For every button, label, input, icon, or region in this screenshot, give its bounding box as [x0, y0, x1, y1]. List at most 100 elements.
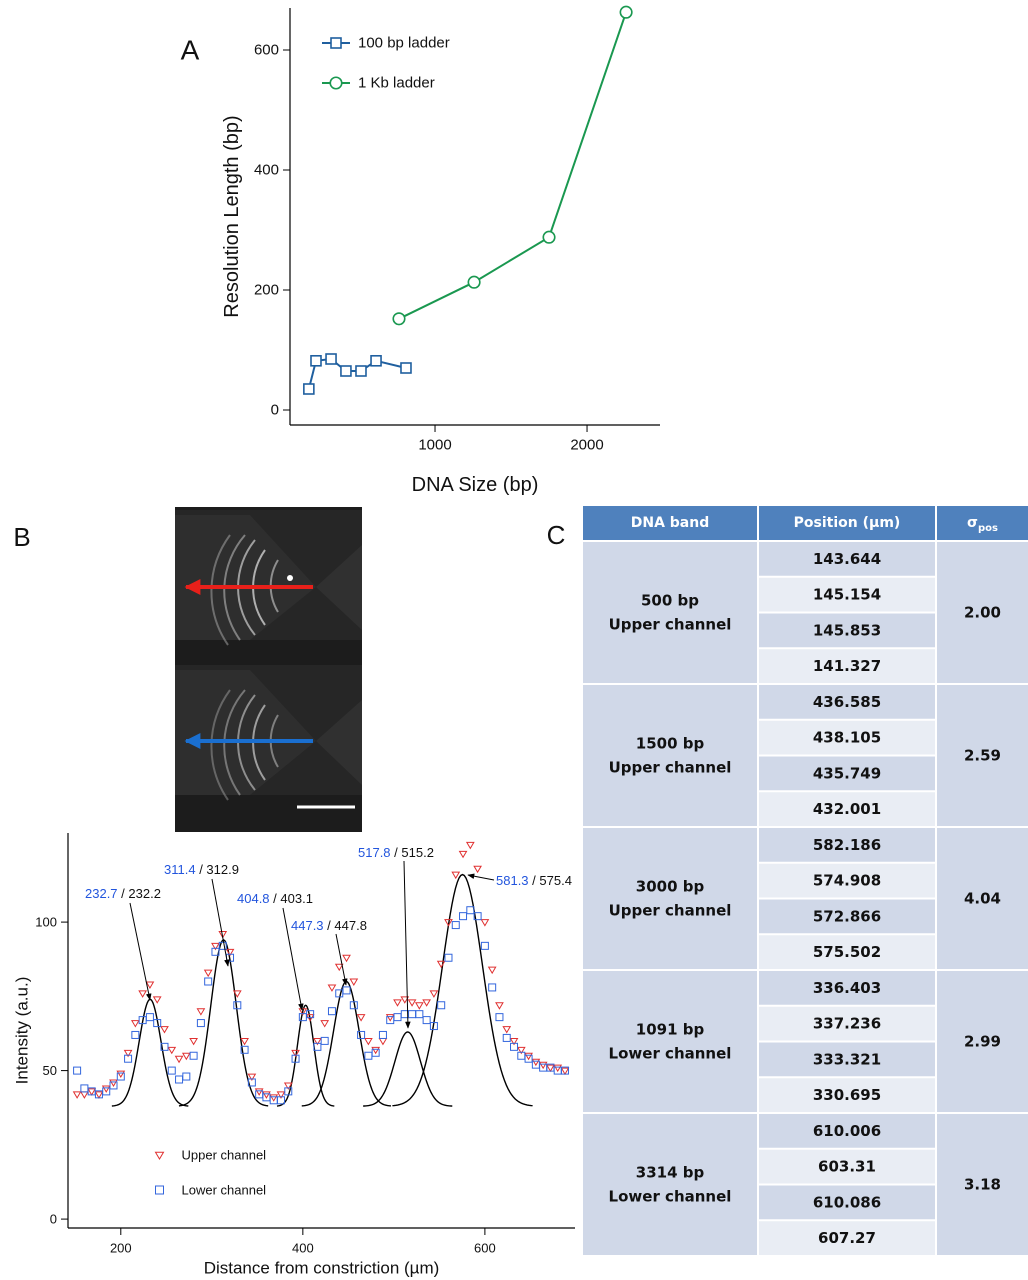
marker-triangle [123, 1049, 133, 1058]
marker-triangle [436, 960, 446, 969]
sigma-value: 2.59 [964, 747, 1001, 765]
sigma-cell [937, 828, 1028, 969]
marker-triangle [553, 1064, 563, 1073]
marker-square [131, 1030, 140, 1039]
y-axis-label: Resolution Length (bp) [221, 115, 243, 317]
marker-square [437, 1001, 446, 1010]
position-value: 575.502 [813, 943, 881, 961]
marker-square [370, 354, 382, 367]
marker-triangle [145, 981, 155, 989]
marker-square [291, 1054, 300, 1063]
marker-square [233, 1001, 242, 1010]
position-value: 610.086 [813, 1193, 881, 1211]
marker-circle [542, 230, 556, 244]
position-value: 141.327 [813, 657, 881, 675]
marker-square [364, 1051, 373, 1060]
sigma-cell [937, 542, 1028, 683]
marker-triangle [87, 1088, 97, 1096]
marker-triangle [262, 1091, 271, 1099]
band-label: Lower channel [609, 1045, 732, 1063]
marker-square [320, 1036, 329, 1045]
marker-triangle [407, 999, 417, 1007]
marker-triangle [414, 1002, 424, 1010]
marker-square [124, 1054, 133, 1063]
marker-triangle [283, 1082, 293, 1090]
marker-square [196, 1019, 205, 1028]
marker-triangle [138, 990, 148, 998]
marker-triangle [72, 1091, 82, 1099]
position-cell [759, 828, 935, 862]
x-tick-label: 600 [474, 1241, 496, 1256]
fit-curve [111, 998, 189, 1107]
marker-square [145, 1013, 154, 1022]
position-cell [759, 792, 935, 826]
marker-triangle [516, 1046, 526, 1055]
legend-label: Lower channel [182, 1183, 267, 1198]
marker-square [189, 1051, 198, 1060]
position-value: 574.908 [813, 872, 881, 890]
marker-triangle [154, 1151, 165, 1160]
marker-square [524, 1054, 533, 1063]
marker-triangle [203, 969, 213, 978]
position-value: 336.403 [813, 979, 881, 997]
position-value: 436.585 [813, 693, 881, 711]
marker-square [330, 37, 342, 49]
marker-square [349, 1001, 358, 1010]
marker-square [473, 912, 482, 921]
marker-triangle [560, 1067, 570, 1076]
marker-triangle [429, 990, 439, 998]
marker-triangle [240, 1037, 249, 1046]
marker-triangle [130, 1020, 140, 1028]
marker-triangle [531, 1058, 541, 1067]
position-cell [759, 863, 935, 898]
peak-arrow [282, 907, 304, 1011]
position-value: 603.31 [818, 1158, 876, 1176]
band-cell [583, 685, 757, 826]
marker-triangle [181, 1052, 191, 1061]
marker-square [342, 986, 351, 995]
marker-square [284, 1087, 293, 1096]
marker-triangle [473, 865, 482, 874]
band-cell [583, 828, 757, 969]
peak-value-fit: 575.4 [539, 873, 572, 888]
marker-triangle [378, 1037, 388, 1046]
marker-triangle [109, 1079, 118, 1087]
peak-arrow [467, 873, 495, 881]
marker-square [109, 1081, 118, 1090]
band-cell [583, 971, 757, 1112]
marker-triangle [276, 1091, 286, 1099]
header-cell [937, 506, 1028, 540]
position-value: 432.001 [813, 800, 881, 818]
band-label: 1500 bp [636, 735, 705, 753]
position-value: 610.006 [813, 1122, 881, 1140]
position-value: 145.154 [813, 586, 881, 604]
marker-circle [392, 312, 406, 326]
x-axis-label: DNA Size (bp) [412, 474, 539, 496]
marker-square [211, 947, 220, 956]
position-value: 330.695 [813, 1086, 881, 1104]
marker-square [371, 1048, 380, 1057]
marker-square [444, 953, 453, 962]
fit-curve [363, 1031, 453, 1107]
y-tick-label: 100 [35, 915, 57, 930]
marker-square [116, 1072, 125, 1081]
header-subscript: pos [978, 523, 998, 534]
marker-triangle [349, 978, 359, 986]
sigma-value: 2.99 [964, 1033, 1001, 1051]
marker-triangle [400, 996, 410, 1004]
position-value: 143.644 [813, 550, 881, 568]
position-cell [759, 720, 935, 755]
x-tick-label: 400 [292, 1241, 314, 1256]
sigma-value: 2.00 [964, 604, 1001, 622]
marker-triangle [546, 1064, 555, 1073]
marker-square [429, 1022, 438, 1031]
band-label: Upper channel [609, 902, 732, 920]
marker-square [306, 1010, 315, 1019]
marker-triangle [269, 1094, 279, 1102]
marker-triangle [94, 1091, 104, 1099]
marker-square [153, 1019, 162, 1028]
peak-value-fit: 232.2 [128, 886, 161, 901]
band-label: 1091 bp [636, 1021, 705, 1039]
marker-triangle [385, 1014, 395, 1022]
